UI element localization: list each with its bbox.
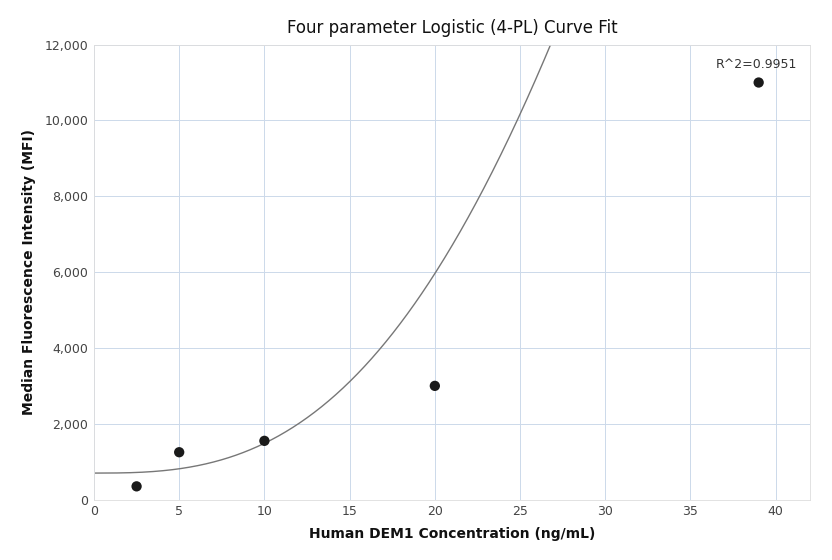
Point [258, 436, 271, 445]
Point [752, 78, 765, 87]
Y-axis label: Median Fluorescence Intensity (MFI): Median Fluorescence Intensity (MFI) [22, 129, 37, 415]
X-axis label: Human DEM1 Concentration (ng/mL): Human DEM1 Concentration (ng/mL) [309, 526, 595, 540]
Point [172, 448, 186, 457]
Point [428, 381, 442, 390]
Point [130, 482, 143, 491]
Text: R^2=0.9951: R^2=0.9951 [716, 58, 797, 71]
Title: Four parameter Logistic (4-PL) Curve Fit: Four parameter Logistic (4-PL) Curve Fit [286, 20, 617, 38]
